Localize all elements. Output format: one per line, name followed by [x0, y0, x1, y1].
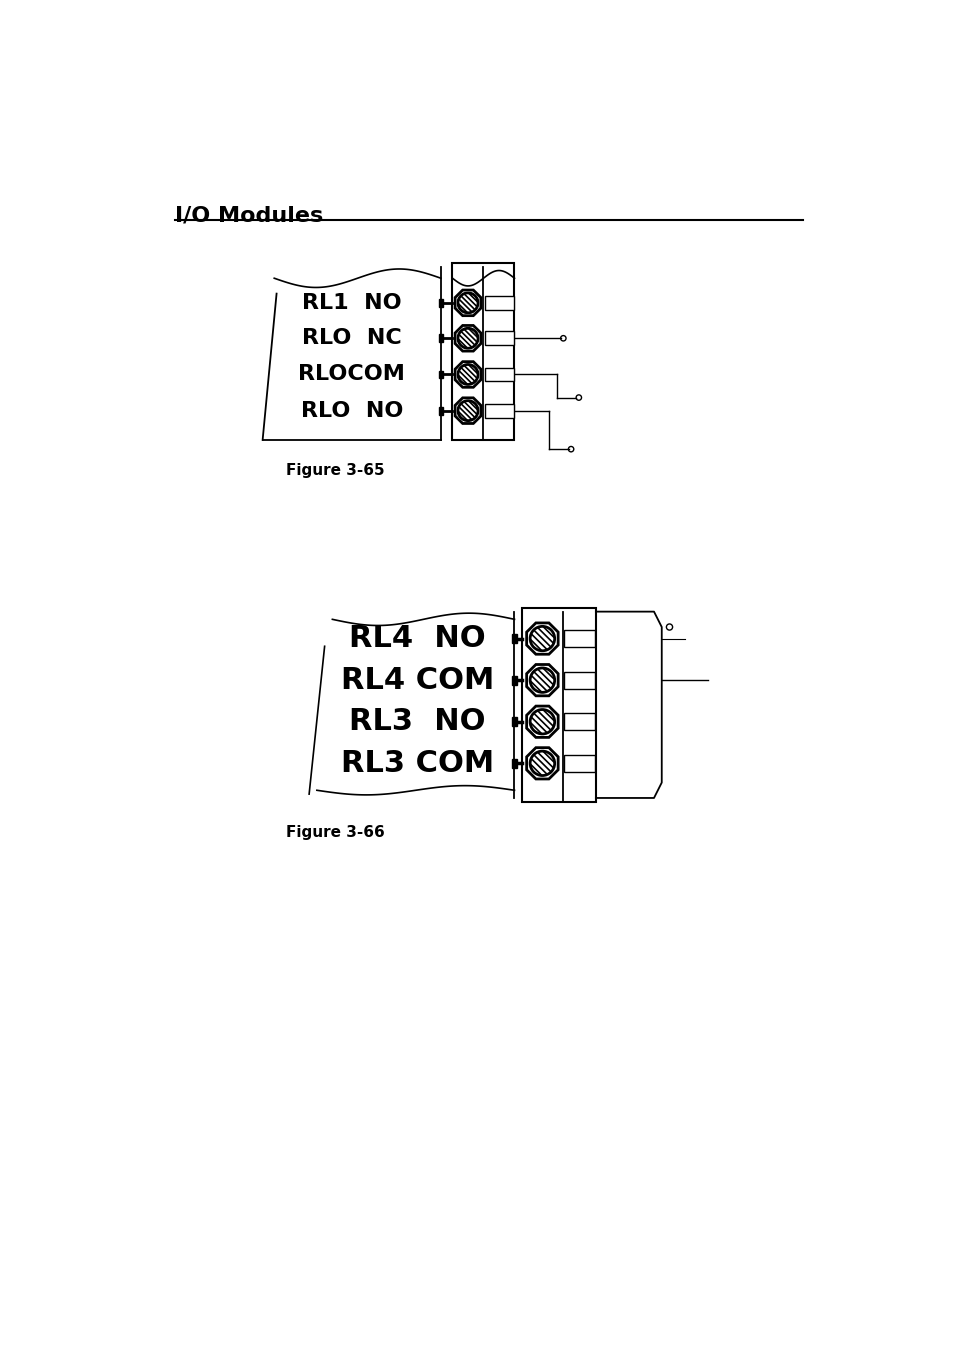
Bar: [484, 331, 513, 346]
Circle shape: [457, 400, 477, 420]
Polygon shape: [455, 325, 480, 351]
Bar: [512, 675, 517, 685]
Bar: [438, 407, 443, 415]
Text: RLO  NC: RLO NC: [301, 328, 401, 348]
Circle shape: [530, 626, 554, 651]
Circle shape: [530, 751, 554, 776]
Text: RLOCOM: RLOCOM: [298, 365, 405, 385]
Text: RL4  NO: RL4 NO: [349, 624, 485, 654]
Polygon shape: [455, 290, 480, 316]
Polygon shape: [526, 664, 558, 696]
Polygon shape: [455, 397, 480, 423]
Bar: [452, 263, 514, 439]
Polygon shape: [526, 747, 558, 778]
Polygon shape: [526, 706, 558, 738]
Text: RL1  NO: RL1 NO: [301, 293, 401, 313]
Text: RL3 COM: RL3 COM: [340, 749, 494, 778]
Bar: [438, 335, 443, 342]
Text: Figure 3-66: Figure 3-66: [286, 824, 384, 839]
Circle shape: [457, 293, 477, 313]
Bar: [512, 759, 517, 767]
Circle shape: [457, 365, 477, 385]
Bar: [563, 631, 595, 647]
Bar: [484, 296, 513, 309]
Text: RL4 COM: RL4 COM: [340, 666, 494, 694]
Text: RL3  NO: RL3 NO: [349, 708, 485, 736]
Bar: [563, 755, 595, 772]
Bar: [512, 717, 517, 727]
Bar: [563, 671, 595, 689]
Text: Figure 3-65: Figure 3-65: [286, 462, 384, 479]
Polygon shape: [455, 362, 480, 388]
Text: RLO  NO: RLO NO: [300, 400, 402, 420]
Circle shape: [530, 669, 554, 693]
Circle shape: [457, 328, 477, 348]
Bar: [484, 404, 513, 418]
Bar: [438, 300, 443, 306]
Polygon shape: [526, 622, 558, 654]
Bar: [521, 607, 596, 801]
Bar: [512, 635, 517, 643]
Circle shape: [530, 709, 554, 734]
Bar: [484, 367, 513, 381]
Text: I/O Modules: I/O Modules: [174, 205, 323, 225]
Bar: [563, 713, 595, 731]
Bar: [438, 370, 443, 378]
